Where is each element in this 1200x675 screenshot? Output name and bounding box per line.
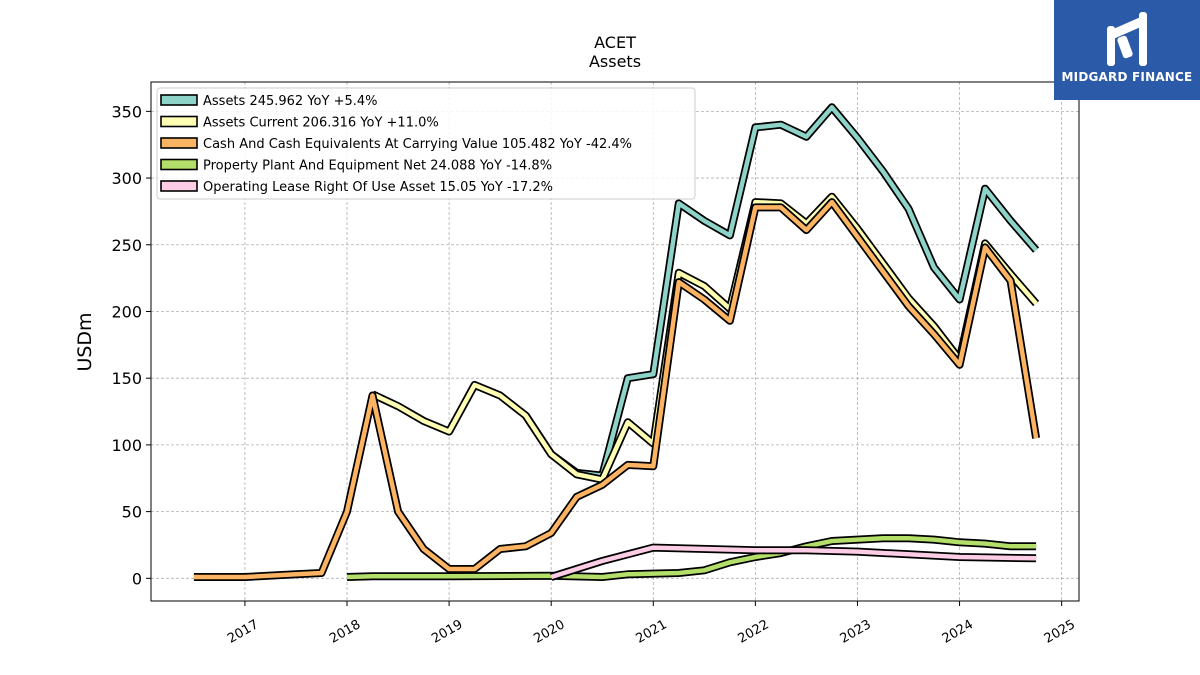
series-line-operating-lease-right-of-use-asset [550, 545, 1037, 580]
y-tick-label: 150 [111, 369, 142, 388]
series-line-property-plant-and-equipment-net [346, 536, 1037, 580]
x-tick-label: 2024 [940, 617, 976, 647]
x-tick-label: 2017 [225, 617, 261, 647]
legend-swatch [160, 115, 198, 128]
y-tick-label: 0 [132, 569, 142, 588]
x-tick-label: 2023 [838, 617, 874, 647]
series-line-cash-and-cash-equivalents-at-carrying-value [193, 199, 1039, 580]
legend-label: Cash And Cash Equivalents At Carrying Va… [203, 137, 632, 152]
chart-title: ACET [594, 33, 636, 52]
chart-subtitle: Assets [589, 52, 641, 71]
x-tick-label: 2021 [633, 617, 669, 647]
brand-logo: MIDGARD FINANCE [1054, 0, 1200, 100]
legend-swatch [160, 180, 198, 192]
legend-box [156, 87, 696, 200]
x-tick-label: 2018 [327, 617, 363, 647]
series-lines [193, 103, 1041, 581]
x-axis-ticks: 2017 2018 2019 2020 2021 2022 2023 2024 2025 [225, 601, 1078, 647]
legend-label: Assets Current 206.316 YoY +11.0% [203, 116, 439, 131]
y-tick-label: 100 [111, 436, 142, 455]
x-tick-label: 2025 [1042, 617, 1078, 647]
series-line-assets [523, 105, 1038, 478]
x-tick-label: 2020 [531, 617, 567, 647]
y-axis-label: USDm [74, 312, 96, 371]
series-outline-cash-and-cash-equivalents-at-carrying-value [193, 198, 1041, 581]
x-tick-label: 2022 [736, 617, 772, 647]
brand-mark-icon [1107, 12, 1147, 66]
y-axis-ticks: 0 50 100 150 200 250 300 350 [111, 102, 151, 588]
y-tick-label: 50 [122, 503, 142, 522]
legend-swatch [160, 158, 198, 171]
legend-swatch [160, 94, 198, 106]
y-tick-label: 350 [111, 102, 142, 121]
x-tick-label: 2019 [429, 617, 465, 647]
legend-swatch [160, 137, 198, 149]
y-tick-label: 250 [111, 236, 142, 255]
legend-label: Operating Lease Right Of Use Asset 15.05… [203, 180, 553, 195]
y-tick-label: 300 [111, 169, 142, 188]
legend-label: Property Plant And Equipment Net 24.088 … [203, 159, 552, 174]
legend: Assets 245.962 YoY +5.4% Assets Current 2… [156, 87, 696, 200]
legend-label: Assets 245.962 YoY +5.4% [203, 94, 378, 109]
y-tick-label: 200 [111, 302, 142, 321]
brand-name: MIDGARD FINANCE [1061, 70, 1193, 84]
series-line-assets-current [371, 194, 1038, 482]
plot-frame [150, 81, 1080, 602]
